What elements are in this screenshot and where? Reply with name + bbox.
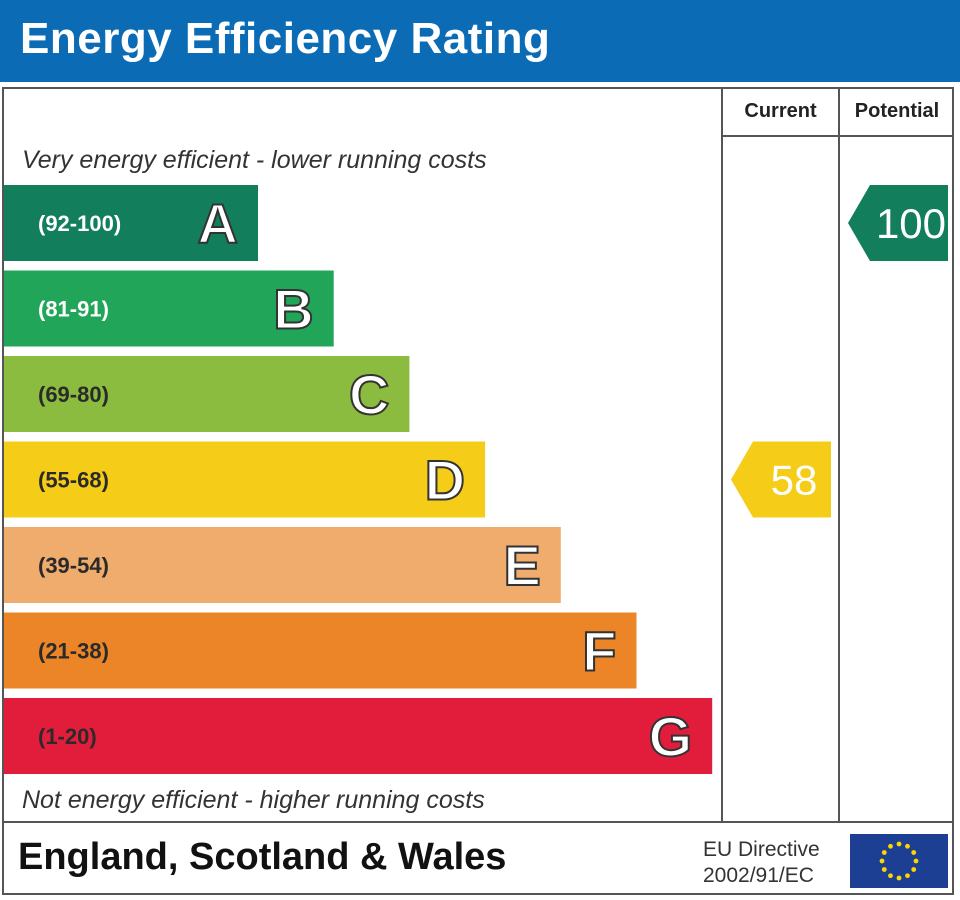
eu-star-icon: [881, 850, 887, 855]
band-f-bar: [4, 612, 637, 689]
eu-star-icon: [879, 858, 885, 864]
footer-divider: [2, 821, 954, 823]
band-d-range: (55-68): [38, 468, 109, 493]
footer-region: England, Scotland & Wales: [18, 836, 507, 878]
potential-rating-value: 100: [876, 200, 946, 247]
band-c-letter: C: [349, 363, 389, 426]
band-f-letter: F: [582, 620, 616, 683]
eu-star-icon: [911, 850, 917, 855]
eu-star-icon: [896, 841, 902, 847]
current-rating-value: 58: [771, 457, 818, 504]
band-e-bar: [4, 527, 561, 603]
rating-frame: [2, 87, 954, 895]
column-header-current: Current: [744, 100, 817, 122]
band-d-bar: [4, 441, 486, 518]
divider-current: [721, 87, 723, 823]
band-f-range: (21-38): [38, 639, 109, 664]
directive-line-2: 2002/91/EC: [703, 864, 814, 887]
description-bottom: Not energy efficient - higher running co…: [22, 786, 485, 814]
band-a-range: (92-100): [38, 211, 121, 236]
band-b-bar: [4, 270, 334, 347]
band-a-bar: [4, 185, 258, 261]
current-rating-arrow: [731, 441, 831, 518]
eu-star-icon: [888, 873, 893, 879]
eu-star-icon: [888, 843, 893, 849]
band-e-letter: E: [503, 534, 540, 597]
column-header-divider: [721, 135, 954, 137]
eu-star-icon: [896, 875, 902, 881]
band-g-range: (1-20): [38, 724, 97, 749]
divider-potential: [838, 87, 840, 823]
eu-star-icon: [905, 873, 910, 879]
band-e-range: (39-54): [38, 553, 109, 578]
band-c-range: (69-80): [38, 382, 109, 407]
eu-star-icon: [881, 867, 887, 872]
page-title: Energy Efficiency Rating: [20, 14, 551, 63]
band-b-range: (81-91): [38, 297, 109, 322]
band-a-letter: A: [198, 192, 238, 255]
potential-rating-arrow: [848, 185, 948, 261]
band-g-letter: G: [649, 705, 693, 768]
eu-star-icon: [911, 867, 917, 872]
eu-flag-icon: [850, 834, 948, 888]
band-b-letter: B: [273, 278, 313, 341]
eu-star-icon: [905, 843, 910, 849]
directive-line-1: EU Directive: [703, 838, 820, 861]
band-c-bar: [4, 356, 410, 432]
band-d-letter: D: [425, 449, 465, 512]
description-top: Very energy efficient - lower running co…: [22, 146, 487, 174]
column-header-potential: Potential: [854, 100, 940, 122]
band-g-bar: [4, 698, 713, 774]
eu-flag-stars: [879, 841, 919, 881]
eu-star-icon: [913, 858, 919, 864]
header-bar: Energy Efficiency Rating: [0, 0, 960, 82]
